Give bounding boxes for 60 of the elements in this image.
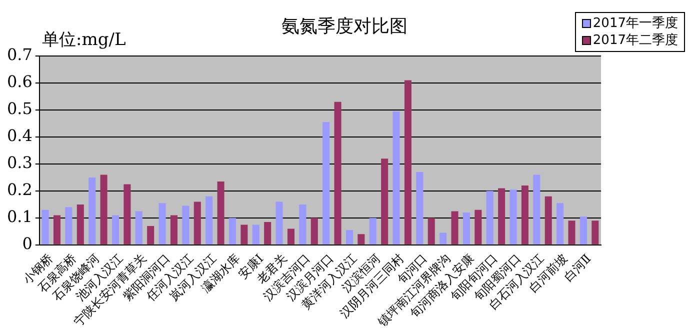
bar xyxy=(369,218,376,244)
y-tick-label: 0.7 xyxy=(6,45,32,64)
bar xyxy=(112,215,119,244)
bar xyxy=(381,158,388,244)
bar xyxy=(592,220,599,244)
bar xyxy=(182,206,190,244)
y-tick-label: 0.3 xyxy=(6,153,32,172)
bar xyxy=(240,224,248,244)
bar xyxy=(521,186,528,244)
bar xyxy=(194,202,201,244)
bar xyxy=(135,211,142,244)
bar xyxy=(170,215,178,244)
bar xyxy=(217,182,224,244)
bar xyxy=(428,218,435,244)
y-tick-label: 0.2 xyxy=(6,180,32,200)
bar xyxy=(358,234,365,244)
y-tick-label: 0.4 xyxy=(6,126,32,146)
bar xyxy=(451,211,458,244)
bar xyxy=(440,232,447,244)
bar xyxy=(474,210,482,244)
bar xyxy=(299,204,306,244)
bar xyxy=(88,177,96,244)
bar xyxy=(252,224,260,244)
bar xyxy=(404,80,412,244)
bar xyxy=(53,215,61,244)
bar xyxy=(65,207,72,244)
bar xyxy=(228,218,236,244)
bar xyxy=(287,228,294,244)
bar xyxy=(544,196,552,244)
bar xyxy=(158,203,166,244)
bar xyxy=(322,122,330,244)
bar xyxy=(100,174,108,244)
bar xyxy=(42,210,49,244)
bar xyxy=(568,220,576,244)
bar xyxy=(392,111,400,244)
bar xyxy=(416,172,424,244)
bar xyxy=(556,203,564,244)
bar xyxy=(124,184,131,244)
bar xyxy=(580,216,587,244)
y-axis-title: 单位:mg/L xyxy=(42,28,126,51)
bar xyxy=(510,190,517,244)
chart-title: 氨氮季度对比图 xyxy=(282,16,408,37)
bar xyxy=(533,174,540,244)
bar xyxy=(486,190,494,244)
legend-label: 2017年二季度 xyxy=(592,32,678,49)
bar xyxy=(462,212,470,244)
bar xyxy=(276,202,283,244)
legend-label: 2017年一季度 xyxy=(592,15,678,32)
bar xyxy=(334,102,342,244)
y-tick-label: 0.1 xyxy=(6,207,32,226)
y-tick-label: 0.6 xyxy=(6,72,32,92)
y-tick-label: 0.5 xyxy=(6,99,32,118)
bar xyxy=(310,218,318,244)
bar xyxy=(346,230,353,244)
y-tick-label: 0 xyxy=(22,234,32,254)
bar xyxy=(76,204,84,244)
bar xyxy=(264,222,272,244)
bar xyxy=(147,226,154,244)
bar xyxy=(206,196,213,244)
bar xyxy=(498,188,506,244)
